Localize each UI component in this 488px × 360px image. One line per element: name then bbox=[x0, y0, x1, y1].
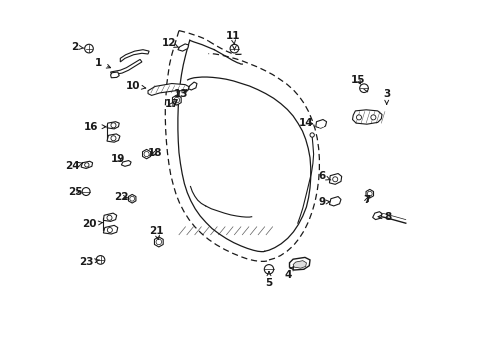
Text: 22: 22 bbox=[114, 192, 128, 202]
Text: 15: 15 bbox=[350, 75, 365, 85]
Circle shape bbox=[370, 115, 375, 120]
Text: 16: 16 bbox=[84, 122, 106, 132]
Text: 13: 13 bbox=[174, 89, 188, 99]
Circle shape bbox=[230, 44, 238, 53]
Circle shape bbox=[359, 84, 367, 93]
Polygon shape bbox=[289, 257, 309, 270]
Text: 21: 21 bbox=[149, 226, 163, 239]
Polygon shape bbox=[329, 197, 340, 206]
Polygon shape bbox=[317, 122, 324, 127]
Circle shape bbox=[366, 191, 371, 196]
Text: 18: 18 bbox=[148, 148, 162, 158]
Polygon shape bbox=[110, 72, 119, 78]
Circle shape bbox=[143, 152, 149, 157]
Polygon shape bbox=[142, 149, 150, 159]
Polygon shape bbox=[352, 110, 381, 124]
Circle shape bbox=[129, 196, 134, 201]
Polygon shape bbox=[103, 213, 117, 221]
Polygon shape bbox=[315, 120, 326, 128]
Text: 8: 8 bbox=[377, 212, 391, 222]
Text: 1: 1 bbox=[95, 58, 110, 68]
Polygon shape bbox=[103, 225, 118, 234]
Polygon shape bbox=[366, 189, 373, 198]
Circle shape bbox=[96, 256, 104, 264]
Text: 14: 14 bbox=[299, 118, 313, 128]
Text: 3: 3 bbox=[382, 89, 389, 104]
Circle shape bbox=[82, 188, 90, 195]
Polygon shape bbox=[372, 212, 381, 220]
Polygon shape bbox=[329, 174, 341, 184]
Circle shape bbox=[309, 133, 314, 137]
Text: 24: 24 bbox=[65, 161, 82, 171]
Text: 5: 5 bbox=[265, 272, 272, 288]
Text: 6: 6 bbox=[318, 171, 330, 181]
Polygon shape bbox=[178, 44, 188, 51]
Circle shape bbox=[107, 215, 112, 220]
Text: 20: 20 bbox=[81, 219, 102, 229]
Circle shape bbox=[111, 123, 116, 128]
Polygon shape bbox=[81, 161, 92, 168]
Text: 25: 25 bbox=[68, 186, 82, 197]
Text: 2: 2 bbox=[71, 42, 83, 52]
Circle shape bbox=[111, 136, 116, 141]
Polygon shape bbox=[188, 82, 197, 90]
Circle shape bbox=[84, 44, 93, 53]
Polygon shape bbox=[110, 59, 142, 75]
Polygon shape bbox=[107, 122, 119, 129]
Circle shape bbox=[264, 265, 273, 274]
Polygon shape bbox=[154, 237, 163, 247]
Circle shape bbox=[174, 97, 179, 103]
Text: 7: 7 bbox=[363, 195, 370, 205]
Polygon shape bbox=[148, 84, 189, 95]
Text: 17: 17 bbox=[164, 99, 179, 109]
Circle shape bbox=[356, 115, 361, 120]
Text: 19: 19 bbox=[110, 154, 125, 164]
Text: 4: 4 bbox=[284, 267, 293, 280]
Polygon shape bbox=[107, 134, 120, 142]
Polygon shape bbox=[292, 261, 306, 268]
Circle shape bbox=[107, 228, 112, 233]
Circle shape bbox=[84, 163, 89, 167]
Text: 11: 11 bbox=[225, 31, 240, 44]
Polygon shape bbox=[172, 95, 181, 105]
Polygon shape bbox=[120, 50, 149, 62]
Text: 9: 9 bbox=[318, 197, 329, 207]
Text: 10: 10 bbox=[125, 81, 145, 91]
Polygon shape bbox=[128, 194, 136, 203]
Text: 23: 23 bbox=[80, 257, 100, 267]
Text: 12: 12 bbox=[162, 38, 179, 48]
Circle shape bbox=[156, 239, 161, 245]
Circle shape bbox=[332, 177, 337, 182]
Polygon shape bbox=[121, 161, 131, 166]
